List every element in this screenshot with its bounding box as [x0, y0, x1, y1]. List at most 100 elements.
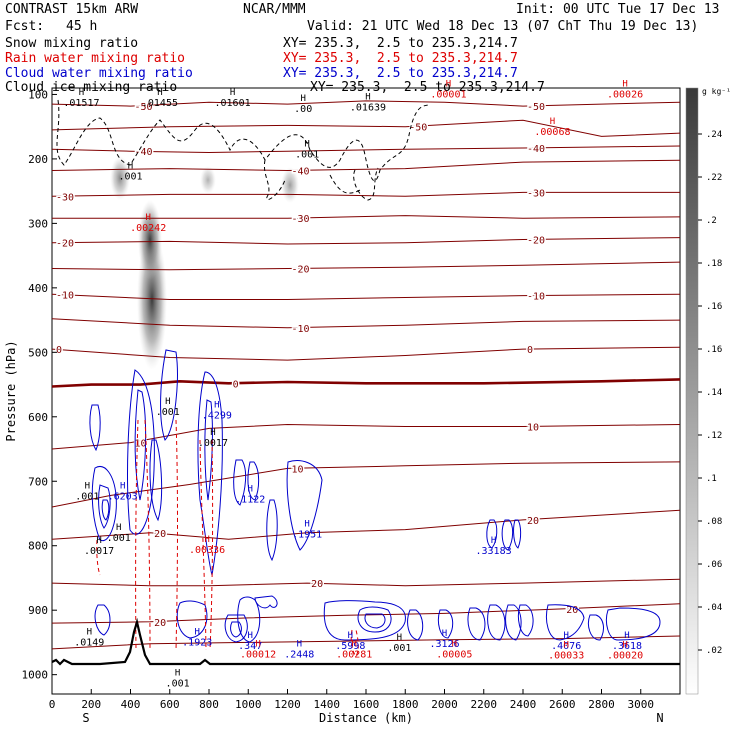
contour-label: -50 [527, 102, 545, 113]
cloud-ice-contour [353, 167, 379, 201]
cloud-water-contour [517, 604, 534, 637]
temperature-contour [52, 215, 680, 219]
contour-label: 10 [292, 464, 304, 475]
init-time: Init: 00 UTC Tue 17 Dec 13 [516, 2, 720, 17]
max-marker: H [145, 213, 150, 223]
max-marker: H [304, 519, 309, 529]
y-tick-label: 400 [28, 282, 48, 295]
max-value-label: .1122 [235, 495, 265, 506]
y-tick-label: 300 [28, 217, 48, 230]
max-value-label: .001 [107, 533, 131, 544]
cloud-water-contour [89, 404, 101, 452]
cloud-water-contour [467, 607, 486, 641]
max-value-label: .001 [156, 407, 180, 418]
max-value-label: .0017 [84, 546, 114, 557]
colorbar-tick-label: .12 [706, 431, 722, 441]
temperature-contour [52, 100, 680, 107]
max-marker: H [352, 639, 357, 649]
cloud-water-contour [91, 466, 117, 542]
cloud-water-contour [587, 614, 604, 641]
cloud-ice-contour [329, 174, 361, 194]
max-value-label: .01639 [350, 103, 386, 114]
temperature-contour [52, 578, 680, 587]
max-marker: H [624, 631, 629, 641]
x-axis-label: Distance (km) [319, 711, 413, 725]
max-value-label: .00068 [534, 127, 570, 138]
cloud-water-contour [98, 484, 111, 529]
cloud-water-contour [286, 460, 323, 551]
colorbar-tick-label: .08 [706, 517, 722, 527]
x-tick-label: 1600 [353, 698, 380, 711]
temperature-contour [52, 318, 680, 329]
cloud-water-contour [513, 519, 522, 549]
max-value-label: .001 [295, 150, 319, 161]
cloud-water-contour [323, 600, 406, 641]
colorbar-tick-label: .18 [706, 259, 722, 269]
max-marker: H [248, 631, 253, 641]
cloud-water-contour [437, 609, 454, 639]
contour-label: 10 [135, 439, 147, 450]
max-value-label: .001 [118, 172, 142, 183]
rain-water-contour [96, 539, 101, 576]
colorbar-tick-label: .14 [706, 388, 722, 398]
max-marker: H [157, 88, 162, 98]
field-snow-name: Snow mixing ratio [5, 36, 139, 51]
contour-label: 20 [154, 618, 166, 629]
model-title: CONTRAST 15km ARW [5, 2, 139, 17]
max-marker: H [175, 668, 180, 678]
cloud-water-contour [266, 499, 278, 562]
max-marker: H [300, 94, 305, 104]
plot-frame [51, 87, 681, 695]
y-axis-label: Pressure (hPa) [4, 340, 18, 441]
cloud-water-contour [546, 604, 585, 641]
temperature-contour [52, 261, 680, 271]
max-value-label: .6203 [108, 491, 138, 502]
cloud-water-contour [505, 604, 522, 641]
max-value-label: .3126 [429, 639, 459, 650]
cloud-water-contour [204, 399, 213, 501]
cloud-water-contour [357, 606, 392, 633]
y-tick-label: 900 [28, 604, 48, 617]
contour-label: -50 [409, 123, 427, 134]
x-axis-end-left: S [82, 711, 89, 725]
contour-label: 20 [566, 605, 578, 616]
x-tick-label: 800 [199, 698, 219, 711]
temperature-contour [52, 119, 680, 137]
max-marker: H [204, 535, 209, 545]
temperature-contour [52, 378, 680, 388]
x-tick-label: 400 [121, 698, 141, 711]
max-value-label: .00 [294, 104, 312, 115]
max-value-label: .00005 [436, 649, 472, 660]
x-tick-label: 2400 [510, 698, 537, 711]
cloud-water-contour [247, 461, 260, 501]
cloud-water-contour [176, 600, 208, 639]
temperature-contour [52, 293, 680, 300]
y-tick-label: 500 [28, 346, 48, 359]
max-marker: H [550, 117, 555, 127]
max-marker: H [452, 639, 457, 649]
colorbar-tick-label: .24 [706, 130, 722, 140]
contour-label: -20 [292, 265, 310, 276]
max-value-label: .01517 [63, 98, 99, 109]
max-marker: H [622, 641, 627, 651]
colorbar-tick-label: .16 [706, 345, 722, 355]
rain-water-contour [199, 439, 207, 651]
contour-label: 20 [311, 579, 323, 590]
max-marker: H [120, 481, 125, 491]
max-marker: H [165, 397, 170, 407]
max-value-label: .001 [166, 678, 190, 689]
cloud-water-contour [127, 369, 155, 535]
temperature-contour [52, 461, 680, 508]
cloud-water-contour [487, 604, 506, 641]
cloud-water-contour [254, 595, 278, 609]
fcst-value: 45 h [66, 19, 98, 34]
snow-shading [110, 156, 299, 370]
temperature-contour [52, 635, 680, 650]
y-tick-label: 700 [28, 475, 48, 488]
max-marker: H [304, 140, 309, 150]
colorbar-tick-label: .04 [706, 603, 722, 613]
max-value-label: .00281 [336, 649, 372, 660]
contour-label: 0 [527, 345, 533, 356]
max-marker: H [297, 639, 302, 649]
max-value-label: .347 [238, 641, 262, 652]
